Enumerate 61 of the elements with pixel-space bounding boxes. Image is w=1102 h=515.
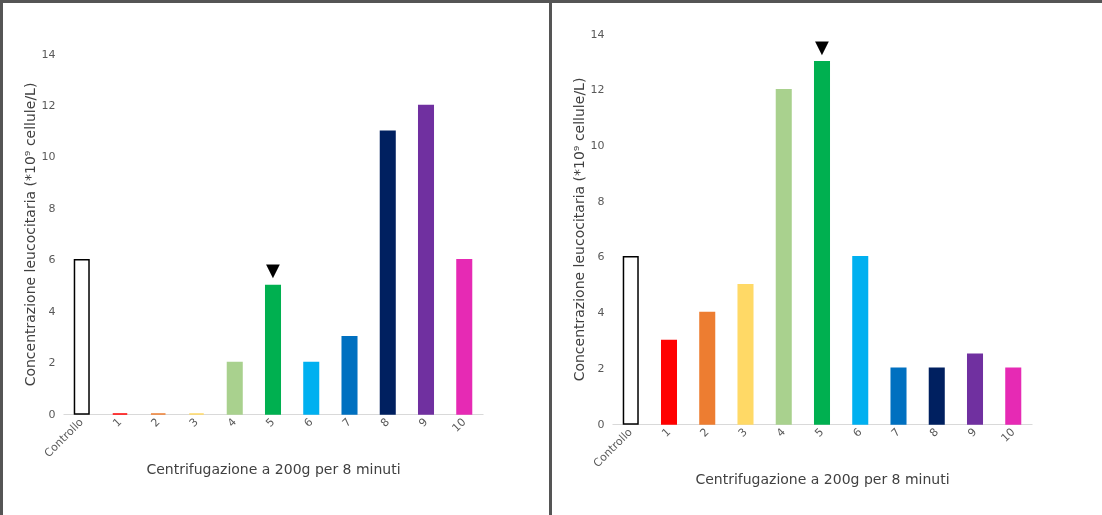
- bar: [699, 311, 716, 425]
- bar: [813, 61, 831, 425]
- x-tick-label: 6: [301, 415, 316, 430]
- x-tick-label: 1: [659, 425, 674, 440]
- x-axis-title: Centrifugazione a 200g per 8 minuti: [695, 471, 950, 488]
- bar: [928, 367, 945, 425]
- bar: [73, 258, 90, 415]
- x-tick-label: 1: [110, 415, 125, 430]
- y-tick-label: 8: [597, 194, 605, 208]
- x-tick-label: 2: [697, 425, 712, 440]
- bar: [660, 339, 678, 425]
- x-tick-label: 4: [773, 425, 788, 440]
- bar: [264, 284, 282, 415]
- x-tick-label: 8: [926, 425, 941, 440]
- x-tick-label: 10: [998, 425, 1018, 445]
- y-tick-label: 6: [48, 253, 56, 267]
- x-tick-label: 9: [965, 425, 980, 440]
- y-tick-label: 14: [590, 27, 605, 41]
- y-tick-label: 4: [597, 306, 605, 320]
- y-axis-title: Concentrazione leucocitaria (*10⁹ cellule/L): [21, 82, 38, 387]
- x-tick-label: 10: [449, 415, 469, 435]
- y-tick-label: 2: [48, 356, 56, 370]
- bar: [852, 256, 869, 425]
- x-tick-label: 5: [812, 425, 827, 440]
- bar: [622, 256, 639, 425]
- y-tick-label: 2: [597, 361, 605, 375]
- bar: [226, 361, 243, 415]
- x-tick-label: 2: [148, 415, 163, 430]
- bar: [966, 353, 984, 425]
- y-tick-label: 10: [41, 150, 56, 164]
- x-tick-label: 8: [377, 415, 392, 430]
- annotation: ▼: [815, 35, 830, 57]
- bar: [379, 130, 396, 415]
- annotation: ▼: [266, 259, 281, 281]
- bar: [341, 336, 358, 415]
- x-tick-label: 7: [339, 415, 354, 430]
- x-tick-label: 4: [224, 415, 239, 430]
- x-axis-title: Centrifugazione a 200g per 8 minuti: [146, 461, 401, 478]
- x-tick-label: 3: [186, 415, 201, 430]
- bar: [775, 88, 792, 425]
- y-tick-label: 12: [590, 83, 605, 97]
- x-tick-label: 5: [263, 415, 278, 430]
- x-tick-label: 6: [850, 425, 865, 440]
- y-tick-label: 12: [41, 98, 56, 112]
- bar: [737, 283, 754, 425]
- y-tick-label: 10: [590, 138, 605, 152]
- bar: [303, 361, 320, 415]
- x-tick-label: 9: [416, 415, 431, 430]
- y-tick-label: 14: [41, 47, 56, 61]
- y-tick-label: 6: [597, 250, 605, 264]
- y-tick-label: 0: [597, 417, 605, 431]
- y-tick-label: 4: [48, 304, 56, 318]
- bar: [417, 104, 435, 415]
- bar: [456, 258, 473, 415]
- y-tick-label: 0: [48, 407, 56, 421]
- y-axis-title: Concentrazione leucocitaria (*10⁹ cellule/L): [570, 77, 587, 382]
- bar: [890, 367, 907, 425]
- x-tick-label: 7: [888, 425, 903, 440]
- bar: [1005, 367, 1022, 425]
- x-tick-label: 3: [735, 425, 750, 440]
- y-tick-label: 8: [48, 201, 56, 215]
